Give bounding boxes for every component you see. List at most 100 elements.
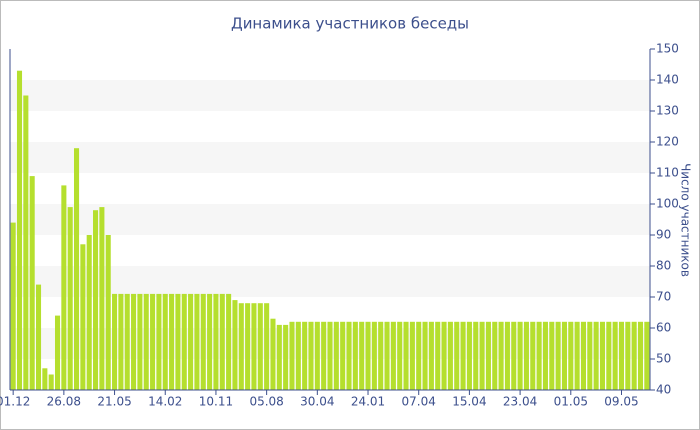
bar — [390, 321, 396, 390]
bar — [42, 368, 48, 390]
bar — [124, 293, 130, 390]
bar — [213, 293, 219, 390]
y-tick-label: 70 — [656, 290, 671, 304]
bar — [606, 321, 612, 390]
bar — [555, 321, 561, 390]
bar — [568, 321, 574, 390]
bar — [441, 321, 447, 390]
bar — [365, 321, 371, 390]
bar — [74, 148, 80, 390]
bar — [416, 321, 422, 390]
bar — [54, 315, 61, 390]
bar — [295, 321, 301, 390]
y-tick-label: 90 — [656, 228, 671, 242]
bar — [447, 321, 453, 390]
grid-band — [10, 266, 650, 297]
x-tick-label: 01.12 — [0, 395, 30, 409]
bar — [587, 321, 593, 390]
bar — [352, 321, 358, 390]
bar — [232, 300, 238, 390]
x-tick-label: 15.04 — [452, 395, 486, 409]
x-tick-label: 07.04 — [402, 395, 436, 409]
plot: 40 50 60 70 80 90 100 110 120 130 140 150 01.12 26.08… — [0, 42, 679, 409]
y-tick-label: 120 — [656, 135, 679, 149]
bar — [371, 321, 377, 390]
bar — [321, 321, 327, 390]
bar — [302, 321, 308, 390]
bar — [542, 321, 548, 390]
bar — [409, 321, 415, 390]
bar — [10, 222, 16, 390]
bar — [454, 321, 460, 390]
bar — [314, 321, 320, 390]
x-tick-label: 23.04 — [503, 395, 537, 409]
bar — [435, 321, 441, 390]
bar — [194, 293, 200, 390]
y-tick-label: 80 — [656, 259, 671, 273]
bar — [156, 293, 162, 390]
bar — [16, 70, 23, 390]
bar — [378, 321, 384, 390]
bar — [346, 321, 352, 390]
bar — [485, 321, 491, 390]
bar — [80, 244, 86, 390]
x-tick-label: 09.05 — [604, 395, 638, 409]
bar — [479, 321, 485, 390]
bar — [169, 293, 175, 390]
bar — [327, 321, 333, 390]
bar — [593, 321, 599, 390]
bar — [530, 321, 536, 390]
x-tick-label: 05.08 — [249, 395, 283, 409]
bar — [238, 303, 244, 390]
bar — [283, 324, 289, 390]
bar — [226, 293, 232, 390]
bar — [637, 321, 644, 390]
y-tick-label: 40 — [656, 383, 671, 397]
bar — [308, 321, 314, 390]
y-tick-label: 100 — [656, 197, 679, 211]
x-tick-label: 14.02 — [148, 395, 182, 409]
bar — [143, 293, 149, 390]
y-tick-label: 60 — [656, 321, 671, 335]
bar — [86, 235, 92, 390]
bar — [105, 235, 111, 390]
bar — [188, 293, 194, 390]
bar — [270, 318, 276, 390]
bar — [492, 321, 498, 390]
bar — [618, 321, 625, 390]
bar — [428, 321, 434, 390]
bar — [422, 321, 428, 390]
grid-band — [10, 80, 650, 111]
bar — [264, 303, 270, 390]
bar — [504, 321, 510, 390]
y-tick-label: 150 — [656, 42, 679, 56]
bar — [29, 176, 35, 390]
bar — [219, 293, 225, 390]
bar — [580, 321, 586, 390]
bar — [93, 210, 99, 390]
x-tick-label: 21.05 — [97, 395, 131, 409]
bar — [561, 321, 567, 390]
bar — [200, 293, 206, 390]
x-tick-label: 24.01 — [351, 395, 385, 409]
bar — [112, 293, 118, 390]
bar — [67, 207, 73, 390]
bar — [257, 303, 263, 390]
bar — [131, 293, 137, 390]
bar — [23, 95, 29, 390]
bar — [137, 293, 143, 390]
bar — [35, 284, 42, 390]
bar — [175, 293, 181, 390]
bar — [498, 321, 504, 390]
bar — [473, 321, 479, 390]
bar — [599, 321, 606, 390]
bar — [523, 321, 529, 390]
y-tick-label: 110 — [656, 166, 679, 180]
bar — [207, 293, 213, 390]
grid-band — [10, 142, 650, 173]
grid-band — [10, 204, 650, 235]
bar — [48, 374, 54, 390]
bar — [574, 321, 580, 390]
chart-title: Динамика участников беседы — [231, 15, 469, 33]
